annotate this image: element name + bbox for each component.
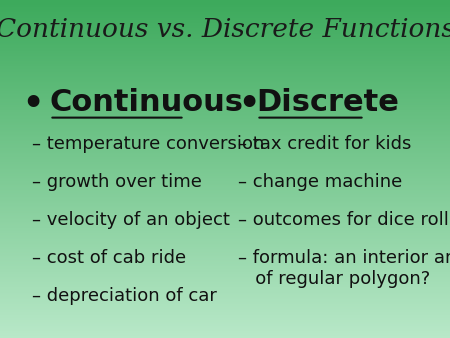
Text: – outcomes for dice roll: – outcomes for dice roll	[238, 211, 450, 229]
Text: – formula: an interior angle
   of regular polygon?: – formula: an interior angle of regular …	[238, 249, 450, 288]
Text: •: •	[238, 88, 260, 121]
Text: – depreciation of car: – depreciation of car	[32, 287, 216, 305]
Text: – change machine: – change machine	[238, 173, 403, 191]
Text: – temperature conversion: – temperature conversion	[32, 135, 264, 153]
Text: – tax credit for kids: – tax credit for kids	[238, 135, 412, 153]
Text: Discrete: Discrete	[256, 88, 400, 117]
Text: – cost of cab ride: – cost of cab ride	[32, 249, 185, 267]
Text: – growth over time: – growth over time	[32, 173, 202, 191]
Text: •: •	[22, 88, 44, 121]
Text: Continuous: Continuous	[50, 88, 243, 117]
Text: – velocity of an object: – velocity of an object	[32, 211, 230, 229]
Text: Continuous vs. Discrete Functions: Continuous vs. Discrete Functions	[0, 17, 450, 42]
